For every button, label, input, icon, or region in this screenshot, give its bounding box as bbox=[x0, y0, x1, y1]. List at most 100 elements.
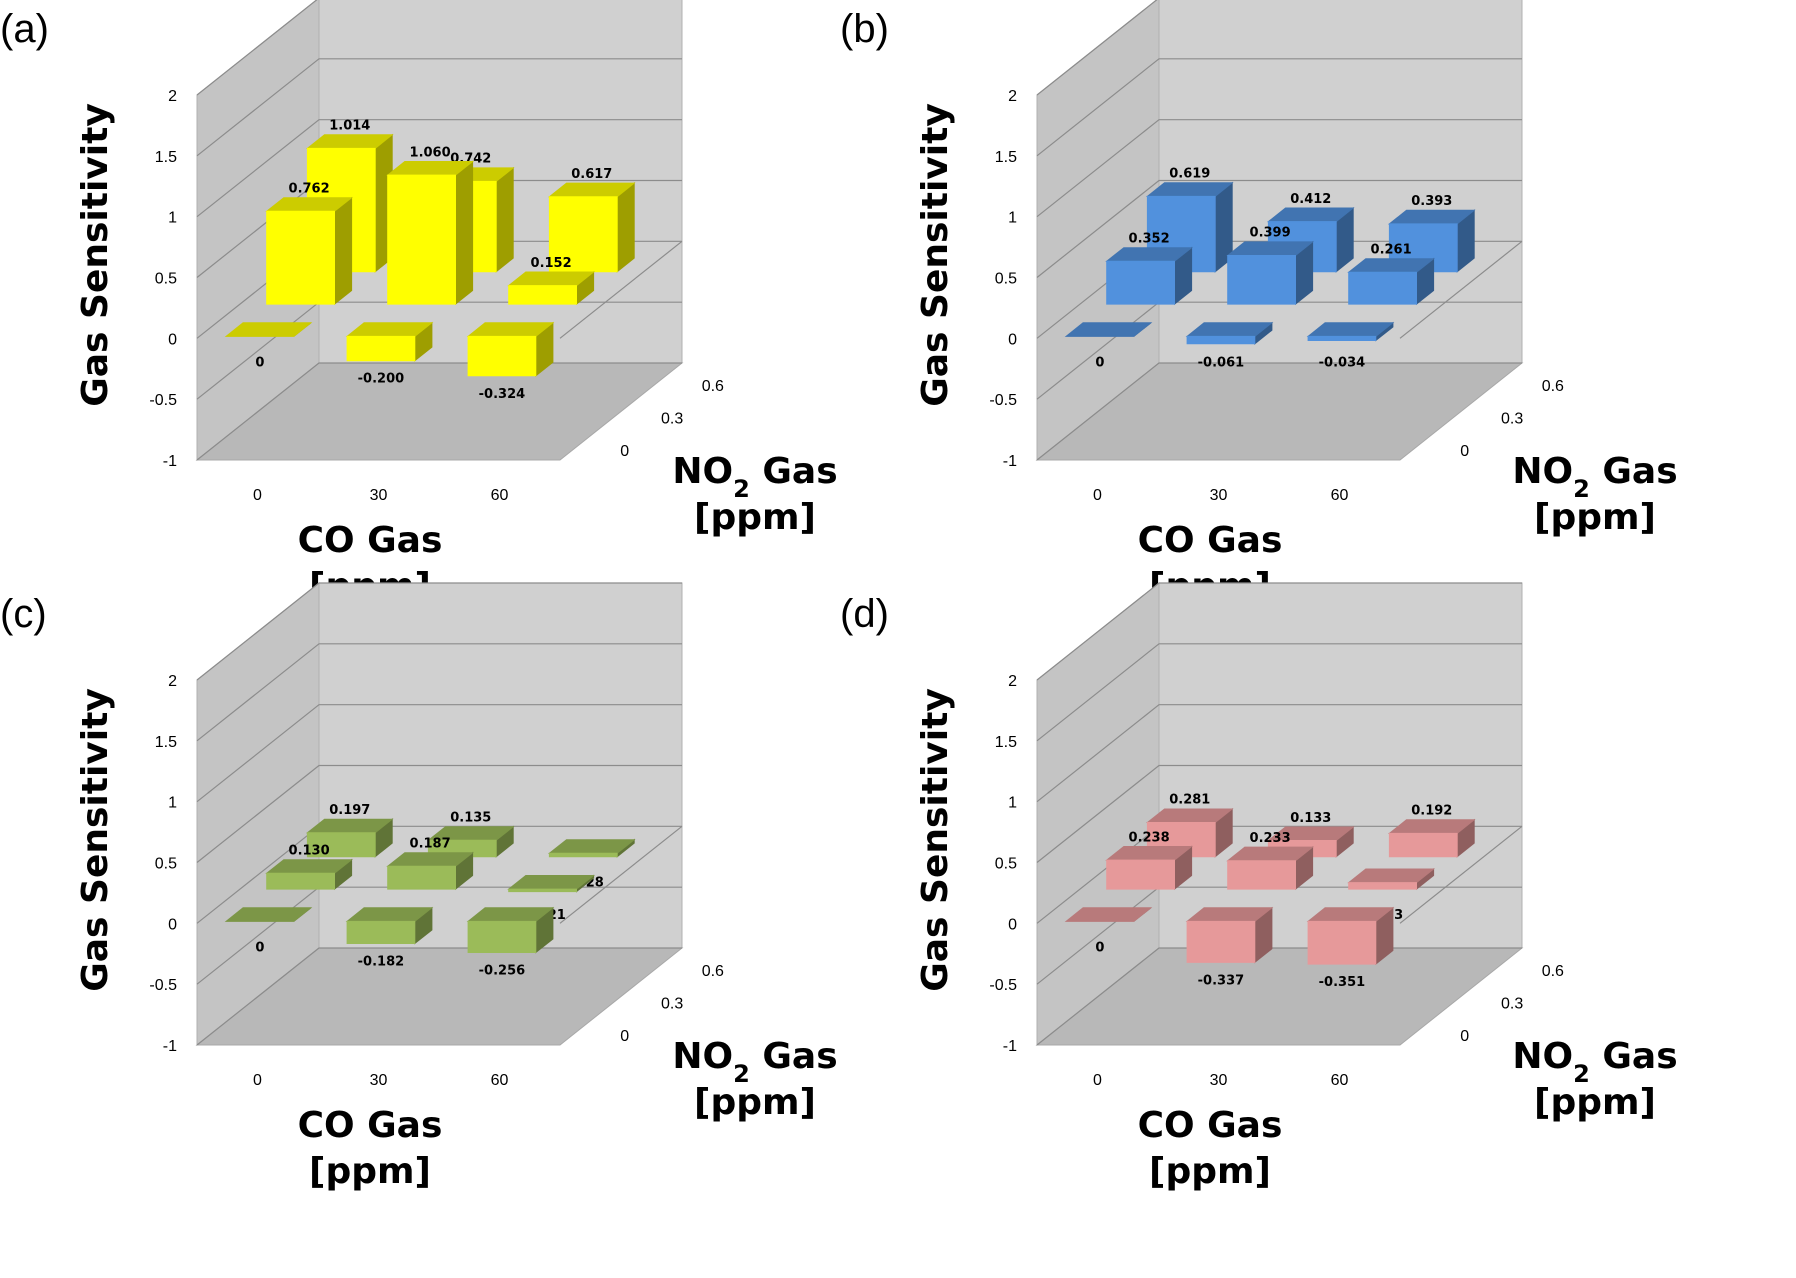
y-tick-label: 0 bbox=[1008, 916, 1017, 933]
zero-line bbox=[1399, 825, 1523, 924]
x-tick-label: 60 bbox=[1331, 487, 1349, 504]
y-tick-label: 2 bbox=[168, 88, 177, 105]
data-label: -0.351 bbox=[1319, 975, 1366, 990]
data-label: 0.197 bbox=[329, 803, 370, 818]
gridline bbox=[196, 58, 682, 157]
x-tick-label: 30 bbox=[370, 487, 388, 504]
bar bbox=[1105, 246, 1194, 306]
bar-front bbox=[346, 920, 416, 944]
data-label: 0.393 bbox=[1411, 194, 1452, 209]
data-label: 0.617 bbox=[571, 167, 612, 182]
bar-front bbox=[266, 872, 335, 890]
z-axis-title-part: Gas bbox=[1590, 1036, 1678, 1077]
y-tick-label: -0.5 bbox=[989, 977, 1017, 994]
y-tick-label: 0.5 bbox=[155, 271, 177, 288]
bar-front bbox=[467, 335, 537, 377]
z-axis-title-part: Gas bbox=[750, 1036, 838, 1077]
data-label: 0 bbox=[255, 355, 264, 370]
y-axis-title: Gas Sensitivity bbox=[915, 103, 956, 407]
gridline bbox=[1036, 704, 1522, 803]
z-axis-title-subscript: 2 bbox=[733, 1060, 750, 1088]
bar bbox=[1387, 818, 1476, 858]
z-axis-title-subscript: 2 bbox=[1573, 475, 1590, 503]
y-tick-label: 1.5 bbox=[995, 734, 1017, 751]
bar-top bbox=[1064, 322, 1153, 337]
x-tick-label: 0 bbox=[1093, 1072, 1102, 1089]
gridline bbox=[196, 643, 682, 742]
data-label: 1.060 bbox=[410, 145, 451, 160]
bar bbox=[1306, 906, 1395, 966]
y-tick-label: -0.5 bbox=[149, 392, 177, 409]
gridline bbox=[196, 947, 682, 1046]
bar bbox=[1226, 240, 1315, 306]
bar-side bbox=[616, 182, 635, 273]
bar bbox=[224, 907, 313, 922]
bar-top bbox=[1064, 907, 1153, 922]
data-label: 0 bbox=[1095, 940, 1104, 955]
chart-panel-a: -1-0.500.511.521.0140.7420.6170.7621.060… bbox=[0, 0, 838, 607]
z-tick-label: 0 bbox=[620, 1028, 629, 1045]
bar bbox=[1347, 867, 1436, 891]
chart-panel-d: -1 -0.5 0 0.5 1 1.5 2 0.281 0.133 0.192 0.238 0.233… bbox=[840, 581, 1678, 1192]
panel-label: (a) bbox=[0, 7, 49, 51]
y-tick-label: 0 bbox=[1008, 331, 1017, 348]
y-tick-label: -1 bbox=[1003, 453, 1017, 470]
z-axis-title-part: Gas bbox=[750, 451, 838, 492]
gridline bbox=[196, 704, 682, 803]
data-label: -0.256 bbox=[479, 964, 526, 979]
zero-line bbox=[559, 825, 683, 924]
data-label: 0 bbox=[255, 940, 264, 955]
bar bbox=[345, 906, 434, 945]
x-axis-title: [ppm] bbox=[1149, 1151, 1271, 1192]
gridline bbox=[196, 582, 682, 681]
bar-front bbox=[387, 174, 456, 305]
x-tick-label: 30 bbox=[370, 1072, 388, 1089]
x-tick-label: 30 bbox=[1210, 487, 1228, 504]
bar-side bbox=[455, 160, 474, 306]
z-tick-label: 0.6 bbox=[702, 378, 724, 395]
y-tick-label: -1 bbox=[163, 453, 177, 470]
bar-front bbox=[387, 865, 456, 890]
bar-front bbox=[467, 920, 537, 953]
x-axis-title: [ppm] bbox=[309, 1151, 431, 1192]
data-label: 0.133 bbox=[1290, 811, 1331, 826]
bar-front bbox=[306, 832, 376, 858]
z-axis-title-unit: [ppm] bbox=[1534, 497, 1656, 538]
x-axis-title: CO Gas bbox=[1138, 1105, 1283, 1146]
y-tick-label: 0.5 bbox=[995, 271, 1017, 288]
z-axis-title-subscript: 2 bbox=[733, 475, 750, 503]
data-label: 1.014 bbox=[329, 119, 370, 134]
z-tick-label: 0.3 bbox=[661, 996, 683, 1013]
y-tick-label: -1 bbox=[1003, 1038, 1017, 1055]
y-tick-label: 1 bbox=[1008, 795, 1017, 812]
bar-front bbox=[1106, 859, 1175, 890]
data-label: 0.619 bbox=[1169, 167, 1210, 182]
x-tick-label: 0 bbox=[1093, 487, 1102, 504]
y-tick-label: 0.5 bbox=[995, 856, 1017, 873]
bar bbox=[1347, 257, 1436, 306]
bar bbox=[1064, 907, 1153, 922]
y-tick-label: 0 bbox=[168, 916, 177, 933]
y-tick-label: -0.5 bbox=[989, 392, 1017, 409]
y-tick-label: 0.5 bbox=[155, 856, 177, 873]
z-axis-title: NO2 Gas bbox=[1512, 1036, 1677, 1088]
bar-front bbox=[1348, 271, 1417, 305]
gridline bbox=[1036, 947, 1522, 1046]
gridline bbox=[1036, 0, 1158, 96]
z-axis-title-unit: [ppm] bbox=[1534, 1082, 1656, 1123]
zero-line bbox=[1399, 240, 1523, 339]
data-label: 0 bbox=[1095, 355, 1104, 370]
bar bbox=[386, 160, 475, 306]
data-label: -0.324 bbox=[479, 387, 526, 402]
x-tick-label: 30 bbox=[1210, 1072, 1228, 1089]
z-axis-title-subscript: 2 bbox=[1573, 1060, 1590, 1088]
bar bbox=[1185, 906, 1274, 964]
y-tick-label: 1.5 bbox=[155, 149, 177, 166]
bar-front bbox=[548, 196, 618, 273]
gridline bbox=[196, 362, 682, 461]
z-tick-label: 0 bbox=[1460, 1028, 1469, 1045]
z-axis-title-part: NO bbox=[1512, 1036, 1573, 1077]
data-label: -0.337 bbox=[1198, 973, 1245, 988]
bar bbox=[1226, 846, 1315, 891]
